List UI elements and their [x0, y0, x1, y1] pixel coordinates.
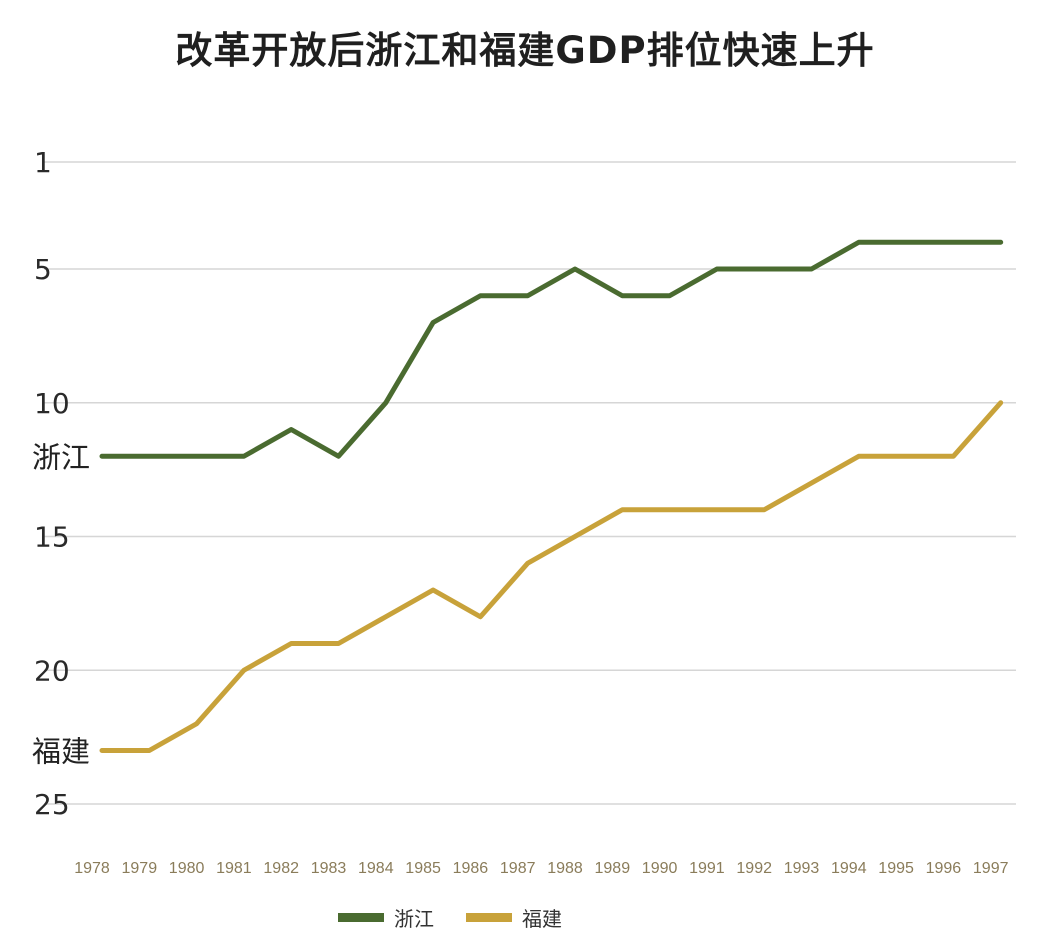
x-tick-label: 1981: [216, 860, 252, 877]
legend-label-fujian: 福建: [522, 907, 562, 931]
series-lines: [99, 239, 1004, 753]
x-tick-label: 1995: [878, 860, 914, 877]
x-tick-label: 1996: [926, 860, 962, 877]
x-tick-label: 1982: [263, 860, 299, 877]
legend-item-fujian: 福建: [466, 903, 562, 932]
chart-title: 改革开放后浙江和福建GDP排位快速上升: [175, 29, 875, 72]
x-tick-label: 1984: [358, 860, 394, 877]
x-tick-label: 1988: [547, 860, 583, 877]
series-label-1: 福建: [32, 735, 90, 769]
x-axis-ticks: 1978 1979 1980 1981 1982 1983 1984 1985 1986 1987…: [74, 860, 1008, 877]
series-line-1: [99, 400, 1004, 753]
series-line-0: [99, 239, 1004, 459]
legend-label-zhejiang: 浙江: [394, 907, 434, 931]
x-tick-label: 1986: [453, 860, 489, 877]
x-tick-label: 1989: [595, 860, 631, 877]
y-tick-label: 15: [34, 521, 70, 554]
x-tick-label: 1994: [831, 860, 867, 877]
x-tick-label: 1983: [311, 860, 347, 877]
x-tick-label: 1990: [642, 860, 678, 877]
series-label-0: 浙江: [32, 440, 90, 474]
y-tick-label: 1: [34, 146, 52, 179]
x-tick-label: 1978: [74, 860, 110, 877]
x-tick-label: 1980: [169, 860, 205, 877]
y-tick-label: 10: [34, 387, 70, 420]
x-tick-label: 1979: [122, 860, 158, 877]
legend-swatch-zhejiang: [338, 913, 384, 922]
legend-swatch-fujian: [466, 913, 512, 922]
x-tick-label: 1987: [500, 860, 536, 877]
grid-lines: [44, 161, 1016, 805]
legend-item-zhejiang: 浙江: [338, 903, 434, 932]
x-tick-label: 1997: [973, 860, 1009, 877]
y-tick-label: 20: [34, 654, 70, 687]
x-tick-label: 1985: [405, 860, 441, 877]
y-tick-label: 5: [34, 253, 52, 286]
x-tick-label: 1991: [689, 860, 725, 877]
x-tick-label: 1993: [784, 860, 820, 877]
y-tick-label: 25: [34, 788, 70, 821]
x-tick-label: 1992: [736, 860, 772, 877]
